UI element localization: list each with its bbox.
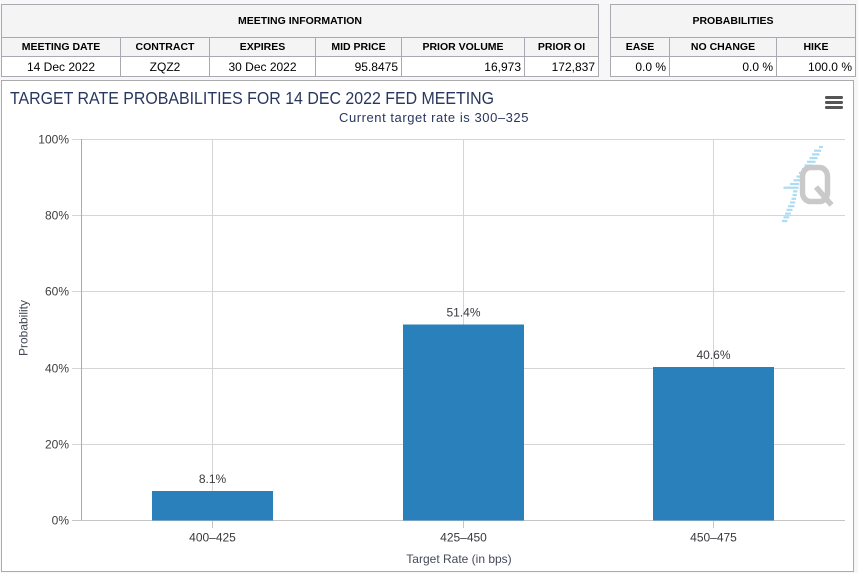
svg-text:400–425: 400–425 (189, 531, 236, 545)
svg-text:40.6%: 40.6% (696, 348, 730, 362)
svg-text:51.4%: 51.4% (446, 306, 480, 320)
svg-text:80%: 80% (45, 209, 69, 223)
svg-text:20%: 20% (45, 438, 69, 452)
svg-text:Target Rate (in bps): Target Rate (in bps) (406, 552, 511, 566)
svg-text:8.1%: 8.1% (199, 472, 227, 486)
svg-text:40%: 40% (45, 362, 69, 376)
svg-text:Probability: Probability (17, 300, 31, 356)
svg-text:60%: 60% (45, 285, 69, 299)
svg-text:100%: 100% (38, 133, 69, 147)
svg-text:425–450: 425–450 (440, 531, 487, 545)
svg-text:450–475: 450–475 (690, 531, 737, 545)
svg-text:0%: 0% (52, 514, 70, 528)
